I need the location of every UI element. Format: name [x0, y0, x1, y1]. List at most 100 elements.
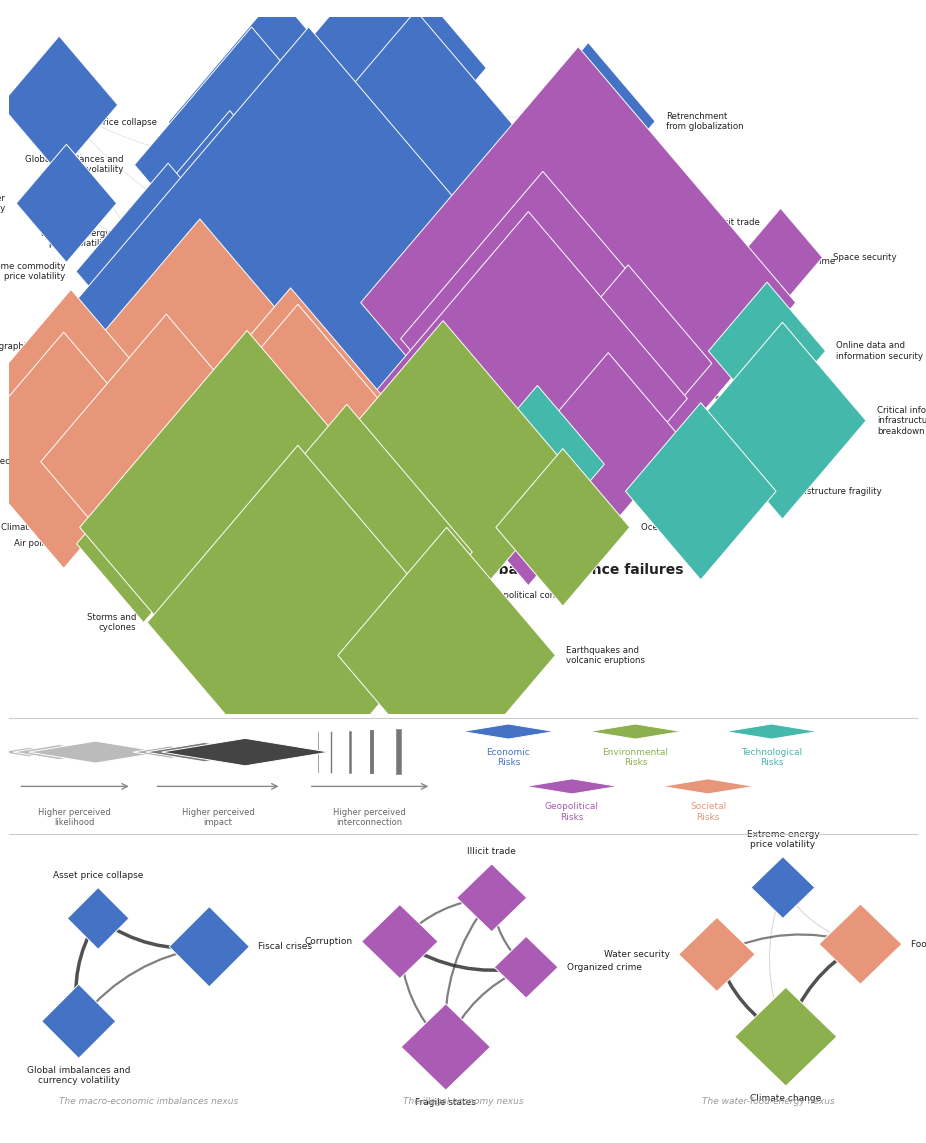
Text: Societal
Risks: Societal Risks — [690, 802, 726, 822]
Polygon shape — [164, 304, 432, 620]
Text: Corruption: Corruption — [379, 247, 424, 255]
Text: Water security: Water security — [604, 950, 670, 959]
Polygon shape — [309, 321, 577, 636]
Text: Critical information
infrastructure
breakdown: Critical information infrastructure brea… — [877, 406, 926, 435]
Polygon shape — [134, 27, 369, 303]
Polygon shape — [17, 144, 117, 263]
Polygon shape — [470, 385, 605, 543]
Text: Environmental
Risks: Environmental Risks — [603, 748, 669, 767]
Polygon shape — [819, 904, 902, 984]
Polygon shape — [285, 0, 486, 186]
Polygon shape — [544, 265, 712, 462]
Text: Food security: Food security — [269, 624, 327, 633]
Text: Fragile states: Fragile states — [416, 1098, 476, 1106]
Polygon shape — [41, 314, 292, 609]
Polygon shape — [80, 330, 414, 725]
Polygon shape — [521, 42, 656, 200]
Text: Illicit trade: Illicit trade — [468, 847, 516, 856]
Polygon shape — [699, 322, 866, 519]
Polygon shape — [221, 405, 472, 700]
Text: Threats from
new technologies: Threats from new technologies — [615, 455, 691, 474]
Text: Geopolitical
Risks: Geopolitical Risks — [544, 802, 599, 822]
Polygon shape — [734, 988, 837, 1086]
Text: Infrastructure fragility: Infrastructure fragility — [787, 487, 882, 496]
Text: Extreme consumer
price volatility: Extreme consumer price volatility — [0, 193, 6, 213]
Polygon shape — [662, 778, 754, 794]
Text: Storms and
cyclones: Storms and cyclones — [87, 613, 136, 632]
Text: Regulatory failures: Regulatory failures — [344, 215, 425, 223]
Polygon shape — [679, 918, 756, 991]
Text: Extreme commodity
price volatility: Extreme commodity price volatility — [0, 262, 65, 281]
Polygon shape — [457, 864, 527, 932]
Polygon shape — [532, 353, 683, 530]
Text: Earthquakes and
volcanic eruptions: Earthquakes and volcanic eruptions — [567, 646, 645, 665]
Text: Biodiversity loss: Biodiversity loss — [588, 473, 658, 482]
Text: Weapons of
mass destruction: Weapons of mass destruction — [694, 432, 769, 451]
Polygon shape — [68, 887, 129, 949]
Polygon shape — [739, 208, 822, 306]
Text: Extreme energy
price volatility: Extreme energy price volatility — [746, 830, 820, 849]
Text: Fiscal crises: Fiscal crises — [560, 163, 612, 173]
Text: Ocean governance: Ocean governance — [641, 522, 722, 531]
Polygon shape — [435, 113, 669, 389]
Text: Migration: Migration — [270, 510, 311, 518]
Polygon shape — [708, 282, 826, 419]
Text: Higher perceived
likelihood: Higher perceived likelihood — [38, 808, 111, 826]
Text: Global governance failures: Global governance failures — [473, 563, 683, 577]
Polygon shape — [0, 289, 155, 486]
Polygon shape — [13, 744, 106, 760]
Polygon shape — [569, 153, 753, 370]
Polygon shape — [361, 47, 795, 559]
Polygon shape — [169, 0, 386, 250]
Polygon shape — [29, 741, 162, 764]
Text: Asset price collapse: Asset price collapse — [53, 871, 144, 880]
Text: Higher perceived
impact: Higher perceived impact — [181, 808, 255, 826]
Text: Food security: Food security — [910, 940, 926, 949]
Polygon shape — [145, 743, 263, 761]
Text: Organized crime: Organized crime — [567, 962, 642, 972]
Text: Climate change: Climate change — [1, 522, 69, 531]
Polygon shape — [494, 936, 558, 998]
Text: Global imbalances and
currency volatility: Global imbalances and currency volatilit… — [25, 155, 123, 175]
Polygon shape — [133, 746, 208, 758]
Polygon shape — [198, 288, 382, 504]
Text: Fragile states: Fragile states — [696, 334, 754, 343]
Polygon shape — [1, 37, 118, 174]
Text: The illegal economy nexus: The illegal economy nexus — [403, 1097, 523, 1106]
Text: Terrorism: Terrorism — [722, 359, 762, 368]
Polygon shape — [462, 724, 555, 740]
Polygon shape — [401, 171, 685, 506]
Polygon shape — [74, 27, 543, 578]
Text: Climate change: Climate change — [750, 1094, 821, 1103]
Polygon shape — [77, 465, 210, 623]
Text: Demographic challenges: Demographic challenges — [0, 343, 81, 351]
Polygon shape — [121, 111, 339, 367]
Polygon shape — [496, 448, 630, 606]
Text: Economic
Risks: Economic Risks — [486, 748, 531, 767]
Polygon shape — [436, 130, 586, 307]
Text: Technological
Risks: Technological Risks — [741, 748, 802, 767]
Polygon shape — [369, 211, 687, 585]
Polygon shape — [0, 748, 58, 757]
Polygon shape — [590, 724, 682, 740]
Text: Geopolitical conflict: Geopolitical conflict — [486, 591, 571, 600]
Polygon shape — [42, 984, 116, 1058]
Text: Space security: Space security — [833, 253, 897, 262]
Polygon shape — [401, 1004, 491, 1090]
Polygon shape — [282, 10, 550, 326]
Text: Illicit trade: Illicit trade — [714, 217, 760, 226]
Polygon shape — [147, 446, 448, 800]
Polygon shape — [169, 906, 249, 986]
Polygon shape — [486, 94, 704, 350]
Text: Extreme energy
price volatility: Extreme energy price volatility — [41, 229, 110, 248]
Text: Asset price collapse: Asset price collapse — [71, 118, 157, 127]
Text: Retrenchment
from globalization: Retrenchment from globalization — [666, 112, 744, 131]
Text: Corruption: Corruption — [305, 937, 353, 946]
Polygon shape — [361, 904, 438, 978]
Text: Water security: Water security — [0, 457, 30, 466]
Text: Higher perceived
interconnection: Higher perceived interconnection — [333, 808, 406, 826]
Text: The water-food-energy nexus: The water-food-energy nexus — [702, 1097, 835, 1106]
Polygon shape — [751, 857, 815, 919]
Text: Global imbalances and
currency volatility: Global imbalances and currency volatilit… — [27, 1066, 131, 1086]
Polygon shape — [0, 333, 164, 568]
